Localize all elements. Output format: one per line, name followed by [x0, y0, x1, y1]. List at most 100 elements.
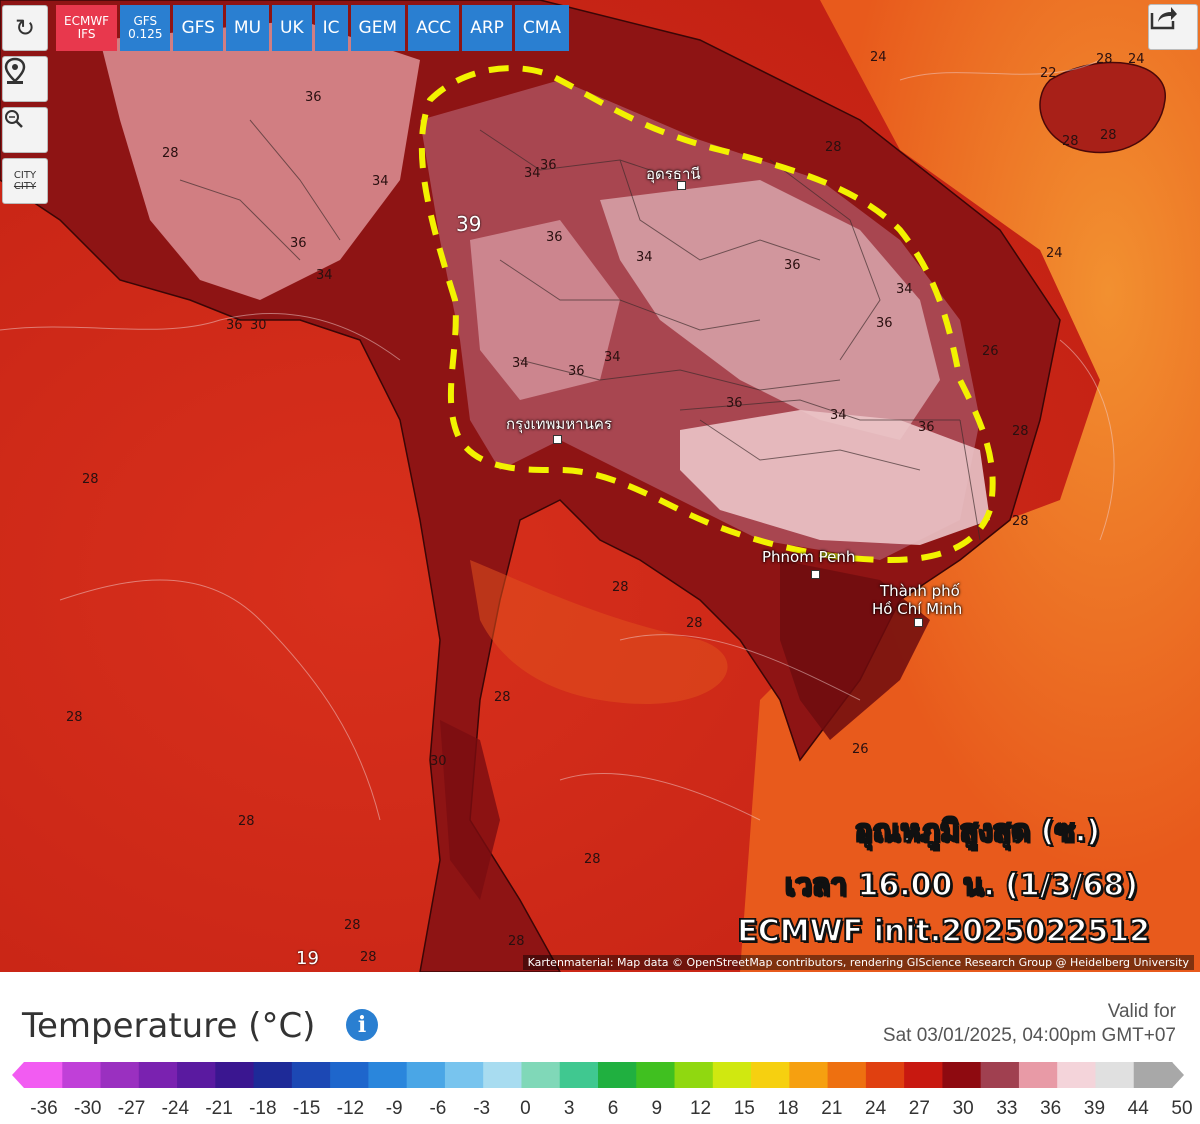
city-marker — [677, 181, 686, 190]
isotherm-label: 28 — [1012, 424, 1029, 439]
refresh-icon: ↻ — [14, 14, 36, 42]
valid-time: Sat 03/01/2025, 04:00pm GMT+07 — [882, 1025, 1176, 1046]
model-button-cma[interactable]: CMA — [514, 5, 570, 51]
isotherm-label: 34 — [830, 408, 847, 423]
scale-swatch — [253, 1062, 293, 1088]
city-marker — [553, 435, 562, 444]
scale-swatch — [559, 1062, 599, 1088]
zoom-icon — [5, 110, 23, 128]
model-button-mu[interactable]: MU — [225, 5, 270, 51]
model-button-ic[interactable]: IC — [314, 5, 348, 51]
scale-cap-max — [1172, 1062, 1184, 1088]
isotherm-label: 22 — [1040, 66, 1057, 81]
isotherm-label: 30 — [430, 754, 447, 769]
model-button-uk[interactable]: UK — [272, 5, 312, 51]
model-button-gfs[interactable]: GFS — [173, 5, 223, 51]
scale-swatch — [827, 1062, 867, 1088]
scale-tick-label: -24 — [161, 1098, 190, 1119]
isotherm-label: 28 — [1100, 128, 1117, 143]
valid-label: Valid for — [1107, 1001, 1176, 1022]
isotherm-label: 36 — [876, 316, 893, 331]
isotherm-label: 28 — [1096, 52, 1113, 67]
zoom-button[interactable] — [2, 107, 48, 153]
scale-tick-label: -12 — [336, 1098, 365, 1119]
scale-swatch — [636, 1062, 676, 1088]
isotherm-label: 28 — [360, 950, 377, 965]
isotherm-label: 36 — [305, 90, 322, 105]
scale-swatch — [1018, 1062, 1058, 1088]
isotherm-label: 36 — [918, 420, 935, 435]
scale-tick-label: -9 — [385, 1098, 403, 1119]
isotherm-label: 34 — [604, 350, 621, 365]
isotherm-label: 28 — [1012, 514, 1029, 529]
isotherm-label: 28 — [686, 616, 703, 631]
model-sublabel: 0.125 — [128, 27, 163, 41]
city-marker — [914, 618, 923, 627]
share-button[interactable] — [1148, 4, 1198, 50]
scale-tick-label: -36 — [30, 1098, 58, 1119]
temperature-field — [0, 0, 1200, 972]
scale-swatch — [904, 1062, 943, 1088]
weather-map[interactable]: 36 28 34 36 34 36 34 39 36 34 34 36 34 3… — [0, 0, 1200, 972]
model-button-gfs-0-125[interactable]: GFS 0.125 — [120, 5, 171, 51]
model-label: ARP — [470, 18, 504, 38]
isotherm-label: 28 — [825, 140, 842, 155]
scale-tick-label: 30 — [952, 1098, 974, 1119]
city-marker — [811, 570, 820, 579]
isotherm-label: 36 — [226, 318, 243, 333]
valid-time-block: Valid for Sat 03/01/2025, 04:00pm GMT+07 — [883, 1000, 1176, 1048]
scale-swatch — [865, 1062, 905, 1088]
model-label: IC — [322, 18, 340, 38]
scale-swatch — [598, 1062, 637, 1088]
scale-swatch — [942, 1062, 982, 1088]
model-button-acc[interactable]: ACC — [408, 5, 460, 51]
isotherm-label: 36 — [784, 258, 801, 273]
city-toggle-label: CITY — [13, 170, 37, 181]
model-label: UK — [280, 18, 304, 38]
isotherm-label: 28 — [82, 472, 99, 487]
isotherm-label: 28 — [1062, 134, 1079, 149]
isotherm-label: 39 — [456, 212, 482, 236]
scale-cap-min — [12, 1062, 24, 1088]
model-button-arp[interactable]: ARP — [462, 5, 512, 51]
info-icon[interactable]: i — [346, 1009, 378, 1041]
scale-swatch — [406, 1062, 446, 1088]
scale-tick-label: 36 — [1040, 1098, 1062, 1119]
isotherm-label: 36 — [546, 230, 563, 245]
refresh-button[interactable]: ↻ — [2, 5, 48, 51]
overlay-title: อุณหภูมิสูงสุด (ซ.) — [854, 813, 1101, 850]
model-button-gem[interactable]: GEM — [350, 5, 406, 51]
scale-tick-label: 12 — [689, 1098, 712, 1119]
model-label: GFS — [181, 18, 215, 38]
isotherm-label: 26 — [852, 742, 869, 757]
model-sublabel: IFS — [77, 27, 96, 41]
isotherm-label: 34 — [636, 250, 653, 265]
model-button-ecmwf-ifs[interactable]: ECMWF IFS — [56, 5, 118, 51]
city-label-udon-thani: อุดรธานี — [646, 165, 701, 183]
scale-tick-label: -21 — [205, 1098, 233, 1119]
isotherm-label: 24 — [1128, 52, 1145, 67]
scale-tick-label: 39 — [1083, 1098, 1106, 1119]
isotherm-label: 28 — [344, 918, 361, 933]
map-attribution: Kartenmaterial: Map data © OpenStreetMap… — [522, 955, 1194, 970]
scale-tick-label: -27 — [117, 1098, 146, 1119]
scale-swatch — [521, 1062, 561, 1088]
isotherm-label: 28 — [508, 934, 525, 949]
scale-swatch — [1133, 1062, 1173, 1088]
model-label: GEM — [358, 18, 398, 38]
isotherm-label: 28 — [238, 814, 255, 829]
city-toggle-button[interactable]: CITY CITY — [2, 158, 48, 204]
isotherm-label: 19 — [296, 948, 319, 969]
location-button[interactable] — [2, 56, 48, 102]
share-icon — [1150, 7, 1177, 30]
scale-tick-label: 15 — [733, 1098, 755, 1119]
scale-swatch — [751, 1062, 790, 1088]
isotherm-label: 30 — [250, 318, 267, 333]
model-label: MU — [233, 18, 262, 38]
scale-tick-label: -18 — [249, 1098, 277, 1119]
scale-swatch — [215, 1062, 255, 1088]
scale-swatch — [1057, 1062, 1096, 1088]
scale-swatch — [712, 1062, 752, 1088]
scale-swatch — [62, 1062, 102, 1088]
isotherm-label: 26 — [982, 344, 999, 359]
